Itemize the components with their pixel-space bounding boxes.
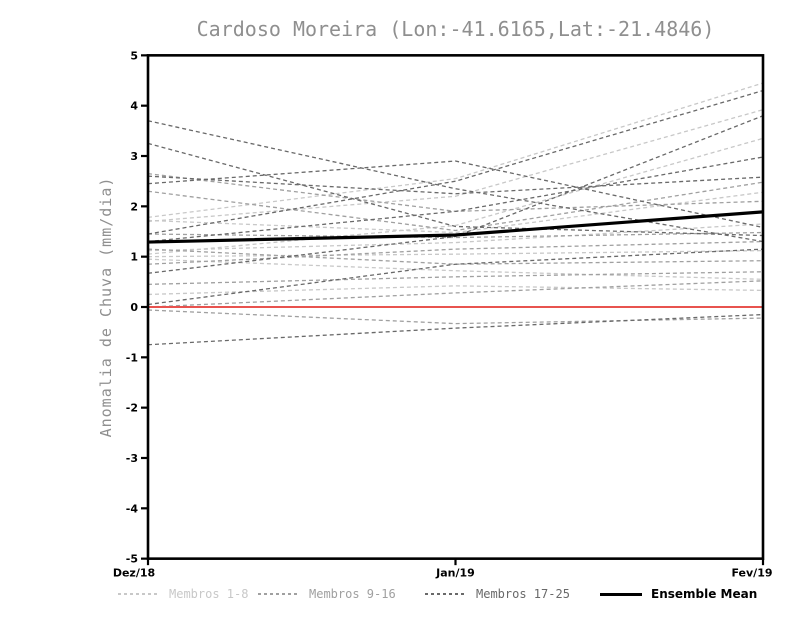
chart-title: Cardoso Moreira (Lon:-41.6165,Lat:-21.48… bbox=[196, 17, 715, 41]
x-tick-label: Jan/19 bbox=[435, 567, 475, 580]
member-line-15 bbox=[147, 280, 764, 308]
y-tick-label: -4 bbox=[126, 502, 139, 515]
legend-item-membros-9-16: Membros 9-16 bbox=[258, 586, 396, 602]
member-line-14 bbox=[147, 309, 764, 325]
dashed-line-swatch-dark bbox=[425, 593, 467, 595]
member-line-5 bbox=[147, 223, 764, 252]
member-line-2 bbox=[147, 109, 764, 223]
member-line-19 bbox=[147, 160, 764, 229]
member-line-25 bbox=[147, 175, 764, 195]
y-tick-label: 3 bbox=[130, 150, 138, 163]
legend-label-membros-1-8: Membros 1-8 bbox=[169, 587, 249, 601]
legend-item-ensemble-mean: Ensemble Mean bbox=[600, 586, 757, 602]
y-tick-label: 5 bbox=[130, 49, 138, 62]
dashed-line-swatch-medium bbox=[258, 593, 300, 595]
member-line-24 bbox=[147, 248, 764, 306]
ensemble-mean-line bbox=[147, 210, 764, 244]
member-line-11 bbox=[147, 240, 764, 265]
member-line-12 bbox=[147, 248, 764, 265]
y-tick-label: -1 bbox=[126, 351, 138, 364]
member-line-8 bbox=[147, 285, 764, 296]
legend-item-membros-17-25: Membros 17-25 bbox=[425, 586, 570, 602]
solid-line-swatch-black bbox=[600, 592, 642, 596]
y-tick-label: -5 bbox=[126, 553, 138, 566]
member-line-22 bbox=[147, 115, 764, 274]
member-line-18 bbox=[147, 142, 764, 237]
y-tick-label: 2 bbox=[130, 200, 138, 213]
x-tick-label: Dez/18 bbox=[113, 567, 155, 580]
member-line-7 bbox=[147, 258, 764, 280]
y-tick-label: 4 bbox=[130, 100, 138, 113]
member-line-10 bbox=[147, 231, 764, 239]
x-tick-label: Fev/19 bbox=[731, 567, 772, 580]
member-line-3 bbox=[147, 137, 764, 255]
legend-label-membros-9-16: Membros 9-16 bbox=[309, 587, 396, 601]
member-line-13 bbox=[147, 271, 764, 286]
member-line-6 bbox=[147, 249, 764, 258]
legend-label-ensemble-mean: Ensemble Mean bbox=[651, 587, 758, 601]
legend-label-membros-17-25: Membros 17-25 bbox=[476, 587, 570, 601]
y-tick-label: -2 bbox=[126, 402, 138, 415]
dashed-line-swatch-light bbox=[118, 593, 160, 595]
member-line-1 bbox=[147, 82, 764, 219]
y-tick-label: 0 bbox=[130, 301, 138, 314]
member-line-23 bbox=[147, 313, 764, 346]
y-tick-label: -3 bbox=[126, 452, 138, 465]
member-line-16 bbox=[147, 181, 764, 232]
member-line-20 bbox=[147, 156, 764, 243]
legend: Membros 1-8 Membros 9-16 Membros 17-25 E… bbox=[0, 586, 800, 604]
legend-item-membros-1-8: Membros 1-8 bbox=[118, 586, 248, 602]
y-tick-label: 1 bbox=[130, 251, 138, 264]
member-line-21 bbox=[147, 89, 764, 235]
